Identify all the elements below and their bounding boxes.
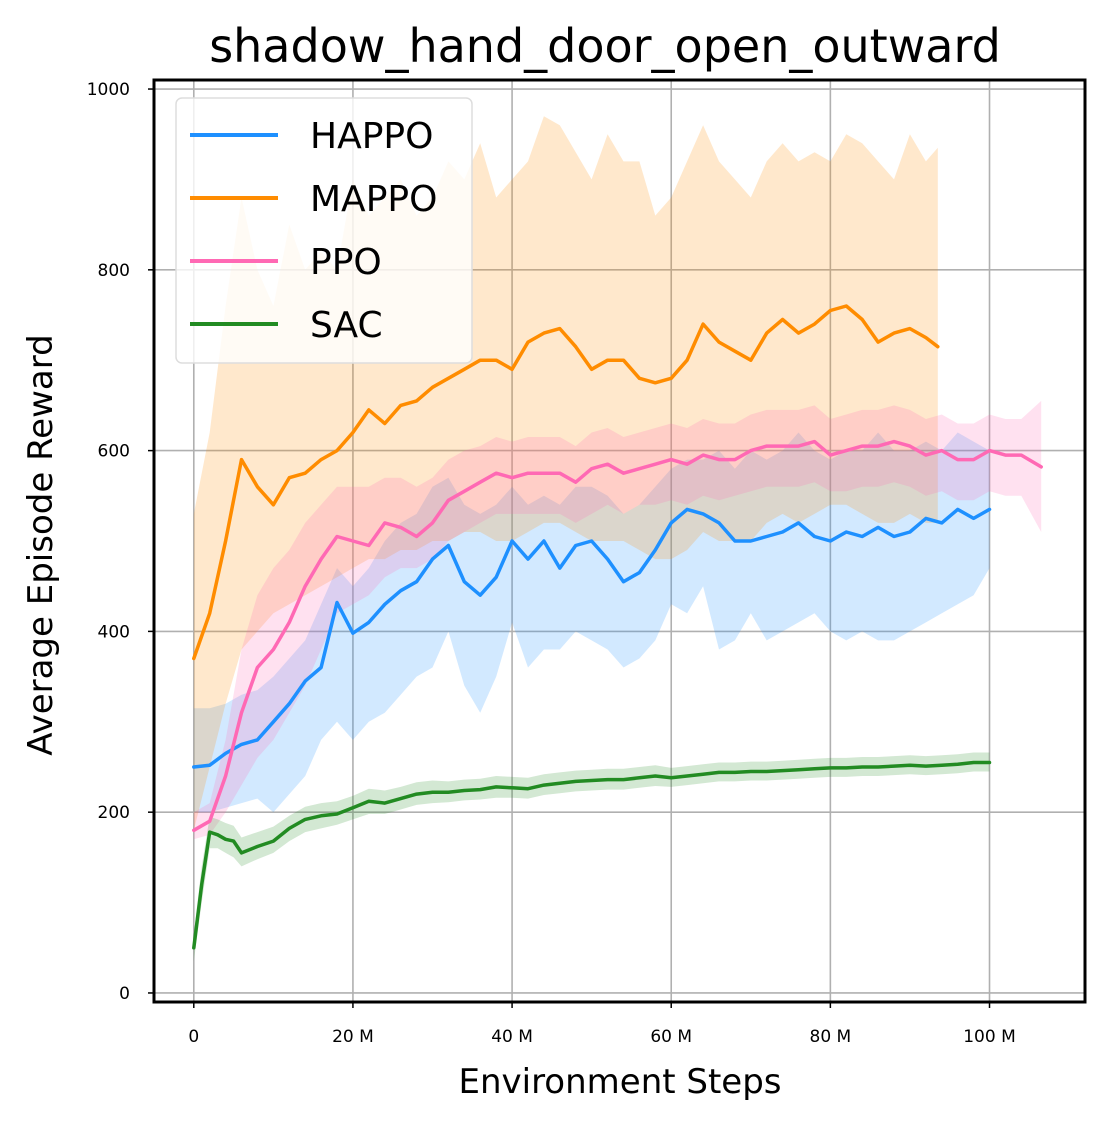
x-axis-label: Environment Steps <box>458 1062 781 1102</box>
y-tick-label: 0 <box>119 984 130 1004</box>
sac-series-line <box>192 760 992 950</box>
legend: HAPPO MAPPO PPO SAC <box>175 97 473 364</box>
x-tick-label: 80 M <box>810 1027 852 1047</box>
chart-title: shadow_hand_door_open_outward <box>209 19 1001 73</box>
mappo-legend-label: MAPPO <box>310 179 437 220</box>
x-axis-ticks: 0 20 M 40 M 60 M 80 M 100 M <box>188 1002 1016 1047</box>
sac-confidence-band <box>193 752 990 962</box>
happo-legend-label: HAPPO <box>310 116 433 157</box>
y-tick-label: 600 <box>98 442 130 462</box>
happo-series-line <box>192 507 992 769</box>
y-tick-label: 800 <box>98 261 130 281</box>
x-tick-label: 0 <box>188 1027 199 1047</box>
legend-box <box>175 97 473 364</box>
x-tick-label: 100 M <box>963 1027 1016 1047</box>
x-tick-label: 40 M <box>491 1027 533 1047</box>
y-tick-label: 400 <box>98 622 130 642</box>
y-tick-label: 200 <box>98 803 130 823</box>
x-tick-label: 60 M <box>650 1027 692 1047</box>
mappo-series-line <box>192 304 940 661</box>
sac-legend-label: SAC <box>310 305 383 346</box>
y-axis-ticks: 0 200 400 600 800 1000 <box>87 80 154 1004</box>
ppo-series-line <box>192 439 1043 833</box>
y-tick-label: 1000 <box>87 80 130 100</box>
plot-frame <box>152 78 1087 1004</box>
ppo-legend-label: PPO <box>310 242 382 283</box>
series-lines <box>192 304 1043 950</box>
ppo-confidence-band <box>193 400 1042 840</box>
y-axis-label: Average Episode Reward <box>21 334 61 755</box>
x-tick-label: 20 M <box>332 1027 374 1047</box>
